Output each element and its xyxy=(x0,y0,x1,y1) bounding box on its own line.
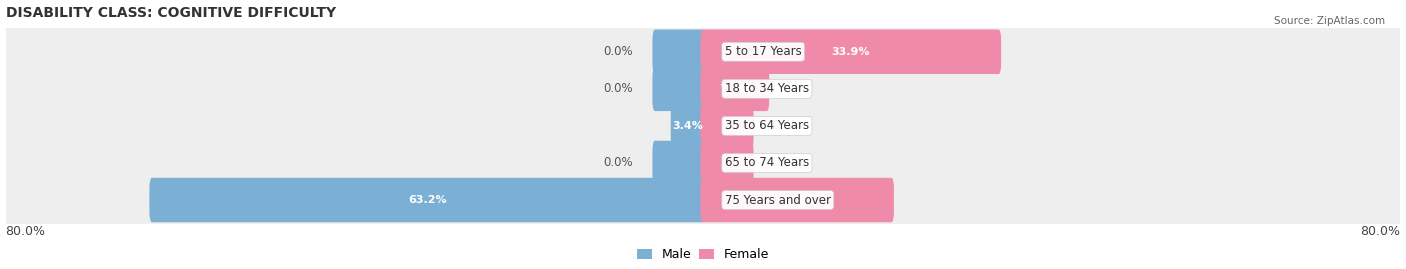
Text: 75 Years and over: 75 Years and over xyxy=(725,193,831,207)
Text: 0.0%: 0.0% xyxy=(603,157,633,169)
Text: 0.0%: 0.0% xyxy=(773,119,803,132)
Text: 35 to 64 Years: 35 to 64 Years xyxy=(725,119,808,132)
FancyBboxPatch shape xyxy=(6,17,1400,87)
FancyBboxPatch shape xyxy=(6,91,1400,161)
Legend: Male, Female: Male, Female xyxy=(637,248,769,261)
FancyBboxPatch shape xyxy=(700,67,769,111)
Text: 0.0%: 0.0% xyxy=(603,82,633,95)
FancyBboxPatch shape xyxy=(700,178,894,222)
FancyBboxPatch shape xyxy=(652,141,706,185)
Text: 18 to 34 Years: 18 to 34 Years xyxy=(725,82,808,95)
Text: Source: ZipAtlas.com: Source: ZipAtlas.com xyxy=(1274,16,1385,26)
FancyBboxPatch shape xyxy=(6,128,1400,198)
Text: 7.3%: 7.3% xyxy=(720,84,751,94)
Text: DISABILITY CLASS: COGNITIVE DIFFICULTY: DISABILITY CLASS: COGNITIVE DIFFICULTY xyxy=(6,6,336,20)
FancyBboxPatch shape xyxy=(700,30,1001,74)
Text: 33.9%: 33.9% xyxy=(831,47,870,57)
FancyBboxPatch shape xyxy=(149,178,706,222)
Text: 21.6%: 21.6% xyxy=(778,195,817,205)
Text: 63.2%: 63.2% xyxy=(408,195,447,205)
FancyBboxPatch shape xyxy=(652,67,706,111)
Text: 0.0%: 0.0% xyxy=(773,157,803,169)
Text: 0.0%: 0.0% xyxy=(603,45,633,58)
FancyBboxPatch shape xyxy=(700,104,754,148)
FancyBboxPatch shape xyxy=(652,30,706,74)
FancyBboxPatch shape xyxy=(700,141,754,185)
Text: 80.0%: 80.0% xyxy=(1361,225,1400,238)
FancyBboxPatch shape xyxy=(671,104,706,148)
Text: 80.0%: 80.0% xyxy=(6,225,45,238)
Text: 65 to 74 Years: 65 to 74 Years xyxy=(725,157,808,169)
Text: 5 to 17 Years: 5 to 17 Years xyxy=(725,45,801,58)
Text: 3.4%: 3.4% xyxy=(672,121,703,131)
FancyBboxPatch shape xyxy=(6,165,1400,235)
FancyBboxPatch shape xyxy=(6,54,1400,124)
